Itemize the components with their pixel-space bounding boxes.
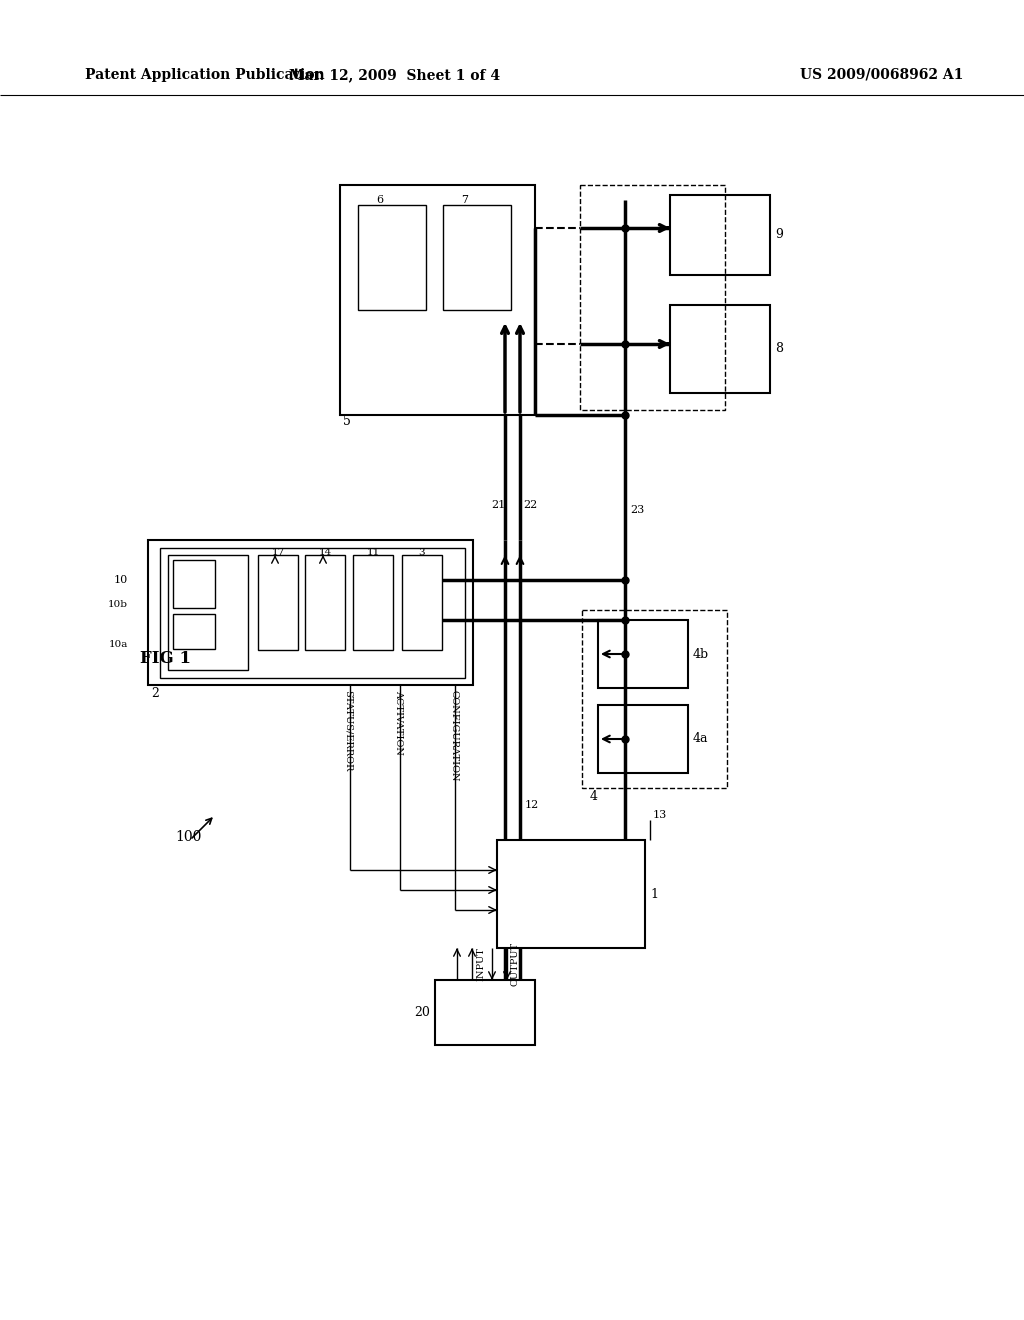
Text: 8: 8 [775, 342, 783, 355]
Text: 10b: 10b [108, 601, 128, 609]
Text: Mar. 12, 2009  Sheet 1 of 4: Mar. 12, 2009 Sheet 1 of 4 [290, 69, 501, 82]
Bar [173, 614, 215, 649]
Text: 21: 21 [490, 500, 505, 510]
Bar [598, 705, 688, 774]
Bar [305, 554, 345, 649]
Text: 5: 5 [343, 414, 351, 428]
Text: 22: 22 [523, 500, 538, 510]
Text: 12: 12 [525, 800, 540, 810]
Text: 100: 100 [175, 830, 202, 843]
Text: US 2009/0068962 A1: US 2009/0068962 A1 [800, 69, 964, 82]
Bar [173, 560, 215, 609]
Bar [168, 554, 248, 671]
Text: 7: 7 [462, 195, 469, 205]
Text: 4: 4 [590, 789, 598, 803]
Text: 17: 17 [271, 548, 285, 557]
Text: 20: 20 [414, 1006, 430, 1019]
Bar [358, 205, 426, 310]
Bar [435, 979, 535, 1045]
Bar [497, 840, 645, 948]
Bar [340, 185, 535, 414]
Text: 10: 10 [114, 576, 128, 585]
Text: 1: 1 [650, 887, 658, 900]
Text: STATUS/ERROR: STATUS/ERROR [344, 690, 353, 771]
Bar [598, 620, 688, 688]
Text: 11: 11 [367, 548, 380, 557]
Bar [582, 610, 727, 788]
Bar [160, 548, 465, 678]
Bar [148, 540, 473, 685]
Text: 4a: 4a [693, 733, 709, 746]
Bar [580, 185, 725, 411]
Bar [402, 554, 442, 649]
Text: 9: 9 [775, 228, 783, 242]
Text: 3: 3 [419, 548, 425, 557]
Text: FIG 1: FIG 1 [140, 649, 191, 667]
Text: 23: 23 [630, 506, 644, 515]
Text: 2: 2 [151, 686, 159, 700]
Bar [670, 195, 770, 275]
Text: ACTIVATION: ACTIVATION [394, 690, 403, 755]
Bar [258, 554, 298, 649]
Bar [670, 305, 770, 393]
Text: 10a: 10a [109, 640, 128, 649]
Text: INPUT: INPUT [476, 946, 485, 981]
Text: 14: 14 [318, 548, 332, 557]
Text: Patent Application Publication: Patent Application Publication [85, 69, 325, 82]
Bar [353, 554, 393, 649]
Bar [443, 205, 511, 310]
Text: 4b: 4b [693, 648, 710, 660]
Text: 6: 6 [377, 195, 384, 205]
Text: OUTPUT: OUTPUT [511, 942, 520, 986]
Text: CONFIGURATION: CONFIGURATION [449, 690, 458, 781]
Text: 13: 13 [653, 810, 668, 820]
